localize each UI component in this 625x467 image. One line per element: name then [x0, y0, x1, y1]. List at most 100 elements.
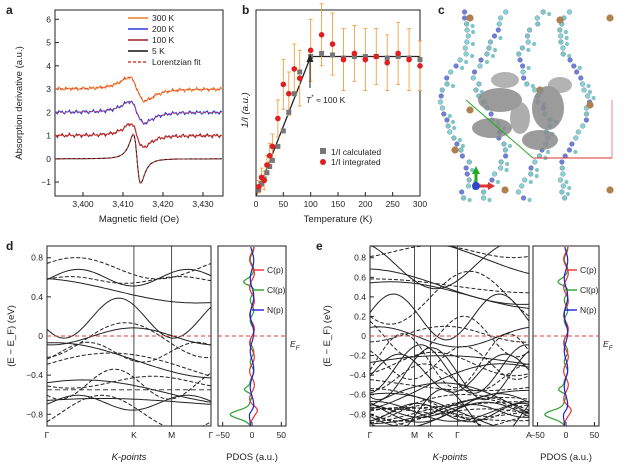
y-tick-label: 3 — [46, 84, 51, 94]
panel-b-points — [255, 3, 423, 194]
band-line — [369, 281, 530, 309]
atom — [563, 29, 568, 35]
atom — [465, 33, 471, 39]
legend-label-calculated: 1/I calculated — [331, 147, 381, 157]
band-line — [46, 327, 212, 346]
atom — [534, 15, 540, 21]
atom — [486, 45, 492, 51]
atom — [447, 129, 453, 135]
band-line — [370, 389, 529, 425]
y-tick-label: −0.4 — [349, 370, 366, 380]
atom — [532, 41, 537, 47]
atom — [498, 35, 503, 41]
integrated-point — [296, 75, 303, 81]
band-line — [369, 382, 530, 414]
atom — [566, 147, 572, 153]
panel-a-xlabel: Magnetic field (Oe) — [99, 214, 179, 225]
atom — [534, 167, 540, 173]
panel-a-ylabel: Absorption derivative (a.u.) — [14, 46, 25, 160]
axis-a-arrow-head — [488, 182, 495, 190]
x-tick-label: 100 — [304, 199, 318, 209]
atom — [459, 65, 465, 71]
band-line — [369, 326, 530, 348]
lorentzian-fit-line — [55, 123, 222, 148]
panel-d-ticks: −0.8 −0.4 0 0.4 0.8 Γ K M Γ — [26, 246, 214, 440]
spin-lobe — [510, 102, 530, 134]
atom — [453, 63, 459, 69]
y-tick-label: −1 — [41, 177, 51, 187]
x-tick-label: 50 — [277, 430, 287, 440]
spin-lobe — [532, 86, 564, 130]
atom — [558, 33, 564, 39]
y-tick-label: −0.8 — [349, 409, 366, 419]
atom — [484, 51, 490, 57]
atom — [492, 171, 498, 177]
atom — [524, 33, 531, 39]
atom — [527, 197, 532, 203]
atom — [461, 195, 467, 201]
x-tick-label: K — [131, 430, 137, 440]
atom — [573, 149, 578, 155]
atom — [464, 39, 470, 45]
band-line — [369, 325, 530, 343]
legend-label: Cl(p) — [580, 285, 599, 295]
atom — [532, 87, 538, 93]
atom — [466, 177, 472, 183]
fit-line — [255, 55, 420, 197]
atom — [525, 39, 531, 45]
atom — [559, 165, 565, 171]
atom — [484, 59, 490, 65]
band-line — [369, 346, 530, 380]
panel-d-xlabel: K-points — [112, 452, 147, 463]
calculated-point — [417, 57, 423, 63]
atom — [439, 105, 445, 111]
x-tick-label: 200 — [358, 199, 372, 209]
x-tick-label: 50 — [279, 199, 289, 209]
atom — [571, 63, 577, 69]
atom — [447, 113, 452, 119]
calculated-point — [258, 181, 264, 187]
chlorine-atom — [501, 186, 509, 194]
chlorine-atom — [586, 101, 594, 109]
integrated-point — [286, 90, 292, 97]
x-tick-label: M — [168, 430, 175, 440]
atom — [457, 137, 463, 143]
atom — [439, 87, 445, 93]
y-tick-label: 0.4 — [354, 292, 366, 302]
panel-a-curves — [54, 76, 223, 184]
panel-label-a: a — [6, 3, 13, 17]
y-tick-label: −0.6 — [349, 390, 366, 400]
atom — [505, 161, 510, 167]
atom — [503, 9, 509, 15]
integrated-point — [384, 59, 391, 66]
legend-marker-calculated — [320, 148, 326, 154]
integrated-point — [255, 183, 262, 190]
atom — [564, 41, 569, 47]
atom — [463, 51, 469, 57]
integrated-point — [261, 177, 268, 184]
atom — [496, 21, 502, 27]
integrated-point — [307, 47, 314, 54]
atom — [437, 99, 443, 105]
x-tick-label: A — [526, 430, 532, 440]
atom — [459, 189, 465, 195]
x-tick-label: −50 — [215, 430, 230, 440]
band-line — [369, 315, 530, 358]
spin-lobe — [472, 118, 512, 138]
unit-cell-edge — [465, 99, 534, 159]
atom — [557, 27, 563, 33]
atom — [445, 123, 451, 129]
lorentzian-fit-line — [55, 133, 222, 184]
band-line — [370, 363, 530, 392]
calculated-point — [319, 50, 325, 56]
atom — [575, 129, 581, 135]
integrated-point — [351, 50, 358, 57]
atom — [498, 165, 504, 171]
pdos-curve — [562, 246, 569, 427]
atom — [562, 195, 568, 201]
y-tick-label: 0 — [46, 154, 51, 164]
atom — [470, 53, 475, 59]
spin-density-lobes — [472, 72, 572, 150]
atom — [526, 47, 531, 53]
band-line — [369, 293, 530, 341]
